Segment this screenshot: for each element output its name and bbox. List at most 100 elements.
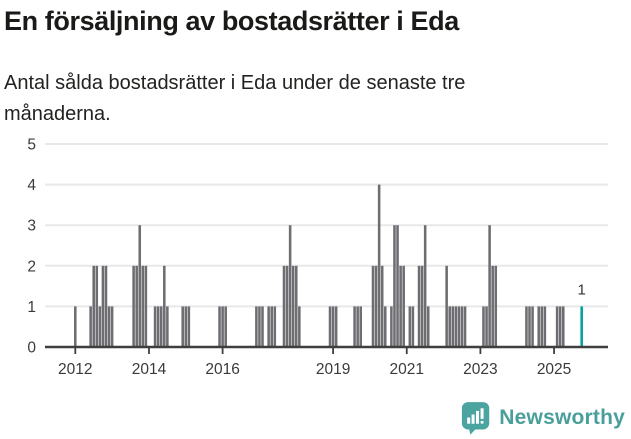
bar-2017-02 bbox=[261, 306, 264, 347]
bar-2024-06 bbox=[531, 306, 534, 347]
bar-2024-08 bbox=[537, 306, 540, 347]
bar-2019-01 bbox=[331, 306, 335, 347]
bar-2017-09 bbox=[282, 265, 286, 347]
bar-2021-08 bbox=[426, 306, 430, 347]
bar-2021-05 bbox=[417, 265, 421, 347]
bar-2017-10 bbox=[285, 265, 289, 347]
bar-2013-10 bbox=[138, 225, 142, 347]
bar-2015-01 bbox=[184, 306, 188, 347]
bar-2022-04 bbox=[451, 306, 455, 347]
logo-bar-3 bbox=[476, 410, 480, 424]
bar-2024-10 bbox=[543, 306, 547, 347]
newsworthy-logo-icon[interactable] bbox=[461, 401, 491, 435]
bar-2012-10 bbox=[101, 265, 105, 347]
bar-2017-06 bbox=[273, 306, 277, 347]
bar-2014-03 bbox=[153, 306, 157, 347]
bar-2014-04 bbox=[156, 306, 160, 347]
bar-2016-12 bbox=[255, 306, 258, 347]
bar-2014-05 bbox=[159, 306, 163, 347]
bar-2025-04 bbox=[562, 306, 565, 347]
bar-2012-08 bbox=[95, 265, 99, 347]
logo-exclamation-icon bbox=[480, 408, 484, 419]
bar-2024-09 bbox=[540, 306, 544, 347]
x-tick-label-2025: 2025 bbox=[537, 361, 571, 378]
bar-2014-07 bbox=[166, 306, 169, 347]
bar-chart-plot-area: 0 1 2 3 4 5 2012 2014 2016 2019 2021 2023 2025 1 bbox=[27, 138, 608, 378]
bar-2021-03 bbox=[411, 306, 415, 347]
bar-2017-05 bbox=[270, 306, 273, 347]
y-tick-label-3: 3 bbox=[27, 218, 36, 235]
bar-2012-01 bbox=[74, 306, 77, 347]
bar-2014-06 bbox=[163, 265, 166, 347]
bar-2017-04 bbox=[267, 306, 270, 347]
brand-footer: Newsworthy bbox=[461, 401, 625, 435]
bar-2017-11 bbox=[288, 225, 292, 347]
y-tick-label-1: 1 bbox=[27, 299, 36, 316]
bar-2014-12 bbox=[181, 306, 184, 347]
bar-2025-03 bbox=[558, 306, 562, 347]
bar-2019-10 bbox=[359, 306, 362, 347]
x-tick-label-2019: 2019 bbox=[316, 361, 350, 378]
bar-2022-05 bbox=[454, 306, 458, 347]
x-tick-label-2012: 2012 bbox=[58, 361, 92, 378]
bar-2013-09 bbox=[135, 265, 138, 347]
y-tick-label-4: 4 bbox=[27, 177, 36, 194]
bar-2020-04 bbox=[377, 184, 381, 347]
bar-2016-02 bbox=[224, 306, 227, 347]
bar-2020-12 bbox=[402, 265, 405, 347]
bar-2020-06 bbox=[383, 306, 387, 347]
logo-bar-1 bbox=[467, 417, 471, 424]
highlight-bar-2025-10 bbox=[580, 306, 583, 347]
bar-2020-09 bbox=[393, 225, 396, 347]
bar-2023-05 bbox=[491, 265, 494, 347]
highlight-value-label: 1 bbox=[578, 281, 586, 298]
chart-title: En försäljning av bostadsrätter i Eda bbox=[4, 6, 459, 36]
bar-2013-12 bbox=[144, 265, 148, 347]
bar-2012-06 bbox=[89, 306, 92, 347]
bar-2019-09 bbox=[356, 306, 359, 347]
bar-2020-05 bbox=[380, 265, 384, 347]
bar-2022-08 bbox=[463, 306, 467, 347]
x-tick-label-2016: 2016 bbox=[205, 361, 239, 378]
bar-2019-02 bbox=[334, 306, 338, 347]
bar-2022-07 bbox=[460, 306, 464, 347]
bar-2020-08 bbox=[390, 306, 393, 347]
bar-2018-12 bbox=[328, 306, 332, 347]
bar-2018-01 bbox=[294, 265, 298, 347]
bar-2013-01 bbox=[110, 306, 114, 347]
bar-2021-07 bbox=[423, 225, 427, 347]
bar-2012-11 bbox=[104, 265, 108, 347]
x-tick-label-2021: 2021 bbox=[390, 361, 424, 378]
bar-2020-03 bbox=[374, 265, 378, 347]
bar-2016-01 bbox=[221, 306, 224, 347]
bar-2020-11 bbox=[399, 265, 402, 347]
bar-2015-12 bbox=[218, 306, 221, 347]
logo-exclamation-dot bbox=[480, 420, 484, 424]
bar-2013-11 bbox=[141, 265, 145, 347]
bar-2021-02 bbox=[408, 306, 412, 347]
bar-2020-10 bbox=[396, 225, 399, 347]
y-tick-label-5: 5 bbox=[27, 138, 36, 154]
bar-2024-05 bbox=[528, 306, 531, 347]
bar-2024-04 bbox=[525, 306, 528, 347]
bar-2022-02 bbox=[445, 265, 448, 347]
bar-2022-03 bbox=[448, 306, 451, 347]
bar-2012-12 bbox=[107, 306, 111, 347]
bar-2023-04 bbox=[488, 225, 491, 347]
bar-2025-02 bbox=[555, 306, 559, 347]
bar-2012-09 bbox=[98, 306, 102, 347]
brand-name[interactable]: Newsworthy bbox=[499, 406, 625, 429]
bar-2022-06 bbox=[457, 306, 461, 347]
bar-2017-01 bbox=[258, 306, 261, 347]
bar-2021-06 bbox=[420, 265, 424, 347]
bar-2020-02 bbox=[371, 265, 375, 347]
bar-2018-02 bbox=[298, 306, 301, 347]
bar-2017-12 bbox=[291, 265, 295, 347]
bar-2023-06 bbox=[494, 265, 498, 347]
bar-2023-02 bbox=[482, 306, 485, 347]
bar-2013-08 bbox=[132, 265, 135, 347]
bar-2019-08 bbox=[353, 306, 356, 347]
bar-2012-07 bbox=[92, 265, 95, 347]
y-tick-label-2: 2 bbox=[27, 258, 36, 275]
